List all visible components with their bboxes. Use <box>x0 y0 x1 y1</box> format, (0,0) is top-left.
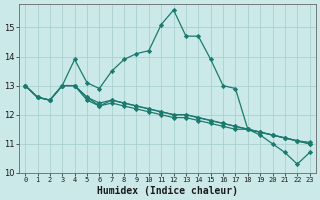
X-axis label: Humidex (Indice chaleur): Humidex (Indice chaleur) <box>97 186 238 196</box>
